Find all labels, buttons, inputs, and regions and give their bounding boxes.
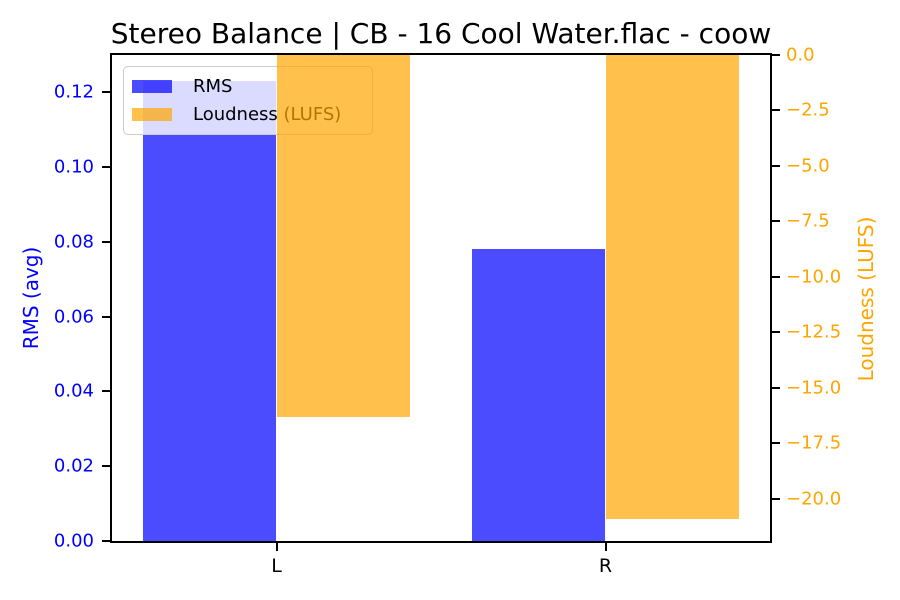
right-axis-tick-label: −2.5 <box>786 99 830 121</box>
left-axis-tick-label: 0.06 <box>53 306 94 328</box>
right-axis-tick-label: −5.0 <box>786 155 830 177</box>
plot-area: RMS Loudness (LUFS) 0.00 0.02 0.04 0.06 0.08 0… <box>54 45 841 578</box>
right-axis-tick <box>772 275 780 278</box>
bar-rms-l <box>143 81 277 541</box>
right-axis-tick <box>772 109 780 112</box>
right-axis-tick <box>772 220 780 223</box>
right-axis-tick-label: −7.5 <box>786 210 830 232</box>
left-axis-tick <box>102 465 110 468</box>
legend-color-swatch-icon <box>132 107 172 121</box>
bar-loudness-lufs-l <box>276 55 410 417</box>
legend-entry: RMS <box>124 72 372 100</box>
left-axis-tick <box>102 240 110 243</box>
right-axis-tick <box>772 386 780 389</box>
right-axis-tick-label: −10.0 <box>786 266 842 288</box>
right-axis-tick-label: −12.5 <box>786 321 842 343</box>
right-axis-tick-label: −15.0 <box>786 377 842 399</box>
left-axis-tick <box>102 166 110 169</box>
x-axis-tick <box>275 543 278 551</box>
left-axis-tick <box>102 91 110 94</box>
left-axis-label: RMS (avg) <box>19 246 43 350</box>
left-axis-tick <box>102 315 110 318</box>
left-axis-tick-label: 0.08 <box>53 231 94 253</box>
legend-entry-label: RMS <box>193 75 233 97</box>
right-axis-tick-label: 0.0 <box>786 44 815 66</box>
left-axis-tick-label: 0.10 <box>53 156 94 178</box>
chart-title: Stereo Balance | CB - 16 Cool Water.flac… <box>110 17 772 50</box>
left-axis-tick <box>102 540 110 542</box>
x-tick-label-r: R <box>598 555 613 577</box>
bar-loudness-lufs-r <box>605 55 739 519</box>
left-axis-tick-label: 0.02 <box>53 455 94 477</box>
right-axis-tick <box>772 164 780 167</box>
right-axis-tick-label: −20.0 <box>786 488 842 510</box>
right-axis-tick <box>772 331 780 334</box>
left-axis-tick-label: 0.04 <box>53 380 94 402</box>
left-axis-tick <box>102 390 110 393</box>
left-axis-tick-label: 0.00 <box>53 530 94 552</box>
right-axis-tick <box>772 497 780 500</box>
right-axis-label: Loudness (LUFS) <box>854 216 878 382</box>
x-tick-label-l: L <box>271 555 282 577</box>
bar-rms-r <box>472 249 606 541</box>
right-axis-tick-label: −17.5 <box>786 432 842 454</box>
left-axis-tick-label: 0.12 <box>53 81 94 103</box>
right-axis-tick <box>772 442 780 445</box>
right-axis-tick <box>772 54 780 56</box>
legend-color-swatch-icon <box>132 79 172 93</box>
x-axis-tick <box>604 543 607 551</box>
